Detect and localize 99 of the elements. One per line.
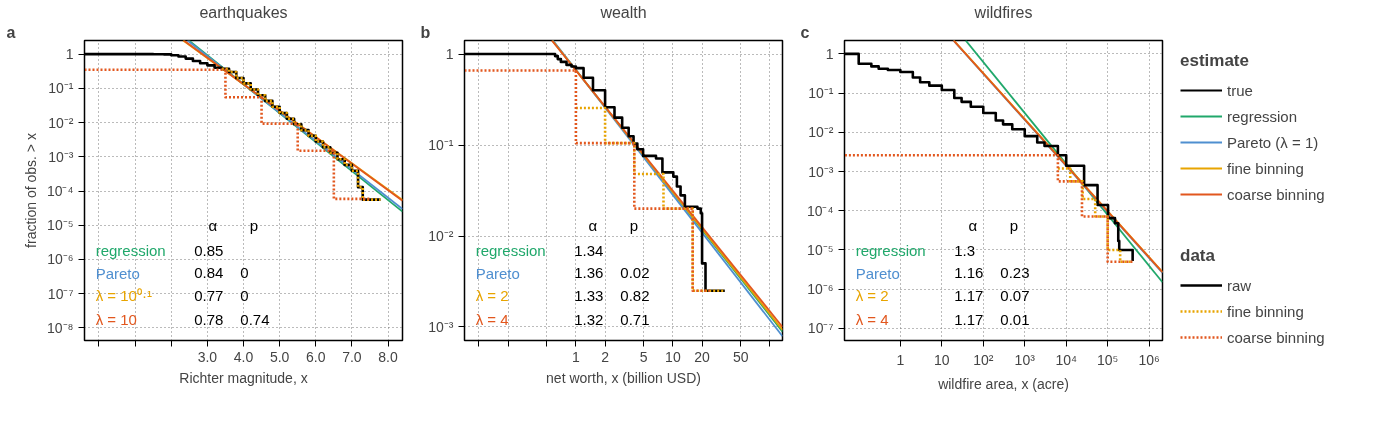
x-tick-label: 4.0	[233, 348, 254, 365]
annotation: 0.01	[1000, 310, 1030, 328]
y-tick-label: 10⁻⁵	[47, 217, 74, 234]
annotation: 1.17	[954, 310, 984, 328]
x-tick-label: 50	[732, 348, 749, 365]
y-tick-label: 10⁻¹	[428, 137, 454, 154]
annotation: 0.85	[194, 241, 224, 259]
annotation: p	[629, 216, 639, 234]
annotation: λ = 4	[475, 311, 509, 328]
x-tick-label: 10	[665, 348, 681, 365]
chart-title: wildfires	[973, 3, 1033, 21]
chart-title: earthquakes	[199, 3, 288, 21]
legend-label: raw	[1227, 276, 1252, 294]
annotation: regression	[95, 242, 166, 259]
legend-label: true	[1227, 81, 1253, 99]
y-tick-label: 10⁻⁶	[47, 251, 74, 268]
annotation: 0.07	[1000, 286, 1030, 304]
x-axis-title: wildfire area, x (acre)	[937, 375, 1069, 392]
annotation: α	[968, 216, 978, 234]
annotation: 0.71	[620, 310, 650, 328]
annotation: 0.78	[194, 310, 224, 328]
annotation: 0.02	[620, 264, 650, 281]
chart-subtitle: b	[420, 23, 431, 41]
chart-title: wealth	[599, 3, 647, 21]
x-tick-label: 10⁵	[1096, 351, 1119, 368]
annotation: p	[1009, 216, 1019, 234]
y-tick-label: 10⁻³	[808, 163, 834, 180]
y-tick-label: 10⁻¹	[48, 80, 74, 97]
annotation: 0.82	[620, 286, 650, 304]
annotation: λ = 10	[95, 311, 137, 328]
annotation: 0	[240, 286, 249, 304]
legend-label: regression	[1227, 107, 1298, 125]
y-tick-label: 10⁻⁶	[807, 281, 834, 298]
x-axis-title: net worth, x (billion USD)	[546, 369, 701, 386]
y-tick-label: 10⁻³	[428, 318, 454, 335]
annotation: 1.16	[954, 264, 984, 281]
annotation: 0.77	[194, 286, 224, 304]
y-tick-label: 10⁻¹	[808, 85, 834, 102]
legend-title: estimate	[1180, 51, 1250, 71]
x-tick-label: 10⁶	[1138, 351, 1160, 368]
x-tick-label: 10⁴	[1055, 351, 1078, 368]
x-tick-label: 2	[601, 348, 610, 365]
y-tick-label: 10⁻²	[48, 114, 74, 131]
y-tick-label: 10⁻⁴	[46, 183, 74, 200]
annotation: Pareto	[95, 264, 140, 282]
annotation: Pareto	[475, 264, 520, 282]
x-axis-title: Richter magnitude, x	[179, 369, 308, 386]
annotation: 0	[240, 264, 249, 281]
y-tick-label: 1	[825, 45, 834, 62]
annotation: λ = 4	[855, 311, 889, 328]
y-tick-label: 1	[445, 46, 454, 63]
annotation: p	[249, 216, 259, 234]
y-tick-label: 1	[65, 46, 74, 63]
x-tick-label: 7.0	[342, 348, 362, 365]
legend-label: Pareto (λ = 1)	[1227, 133, 1319, 151]
annotation: regression	[855, 242, 926, 259]
annotation: 1.3	[954, 241, 976, 259]
annotation: regression	[475, 242, 546, 259]
annotation: α	[588, 216, 598, 234]
y-tick-label: 10⁻⁷	[807, 320, 834, 337]
x-tick-label: 1	[896, 351, 905, 368]
annotation: 1.36	[574, 264, 604, 281]
x-tick-label: 10²	[973, 351, 994, 368]
annotation: 0.84	[194, 264, 224, 281]
x-tick-label: 10	[934, 351, 950, 368]
annotation: 0.23	[1000, 264, 1030, 281]
annotation: 0.74	[240, 310, 270, 328]
legend-label: coarse binning	[1227, 328, 1325, 346]
legend-label: coarse binning	[1227, 185, 1325, 203]
y-tick-label: 10⁻⁴	[806, 202, 834, 219]
x-tick-label: 3.0	[197, 348, 218, 365]
legend-label: fine binning	[1227, 159, 1304, 177]
x-tick-label: 8.0	[378, 348, 398, 365]
y-axis-title: fraction of obs. > x	[22, 133, 39, 248]
y-tick-label: 10⁻²	[808, 124, 834, 141]
chart-subtitle: c	[800, 23, 810, 41]
legend-label: fine binning	[1227, 302, 1304, 320]
chart-subtitle: a	[6, 23, 16, 41]
annotation: 1.33	[574, 286, 604, 304]
x-tick-label: 5	[639, 348, 648, 365]
annotation: λ = 2	[855, 287, 889, 304]
text: data	[1180, 246, 1216, 266]
x-tick-label: 6.0	[306, 348, 326, 365]
x-tick-label: 5.0	[269, 348, 290, 365]
annotation: λ = 2	[475, 287, 509, 304]
annotation: 1.17	[954, 286, 984, 304]
y-tick-label: 10⁻³	[48, 148, 74, 165]
x-tick-label: 20	[694, 348, 711, 365]
annotation: λ = 10⁰·¹	[95, 287, 152, 304]
x-tick-label: 1	[572, 348, 581, 365]
y-tick-label: 10⁻²	[428, 228, 454, 244]
x-tick-label: 10³	[1014, 351, 1036, 368]
annotation: 1.34	[574, 241, 604, 259]
annotation: α	[208, 216, 218, 234]
y-tick-label: 10⁻⁸	[47, 319, 74, 336]
annotation: Pareto	[855, 264, 900, 282]
y-tick-label: 10⁻⁵	[807, 241, 834, 258]
annotation: 1.32	[574, 310, 604, 328]
y-tick-label: 10⁻⁷	[47, 285, 74, 302]
